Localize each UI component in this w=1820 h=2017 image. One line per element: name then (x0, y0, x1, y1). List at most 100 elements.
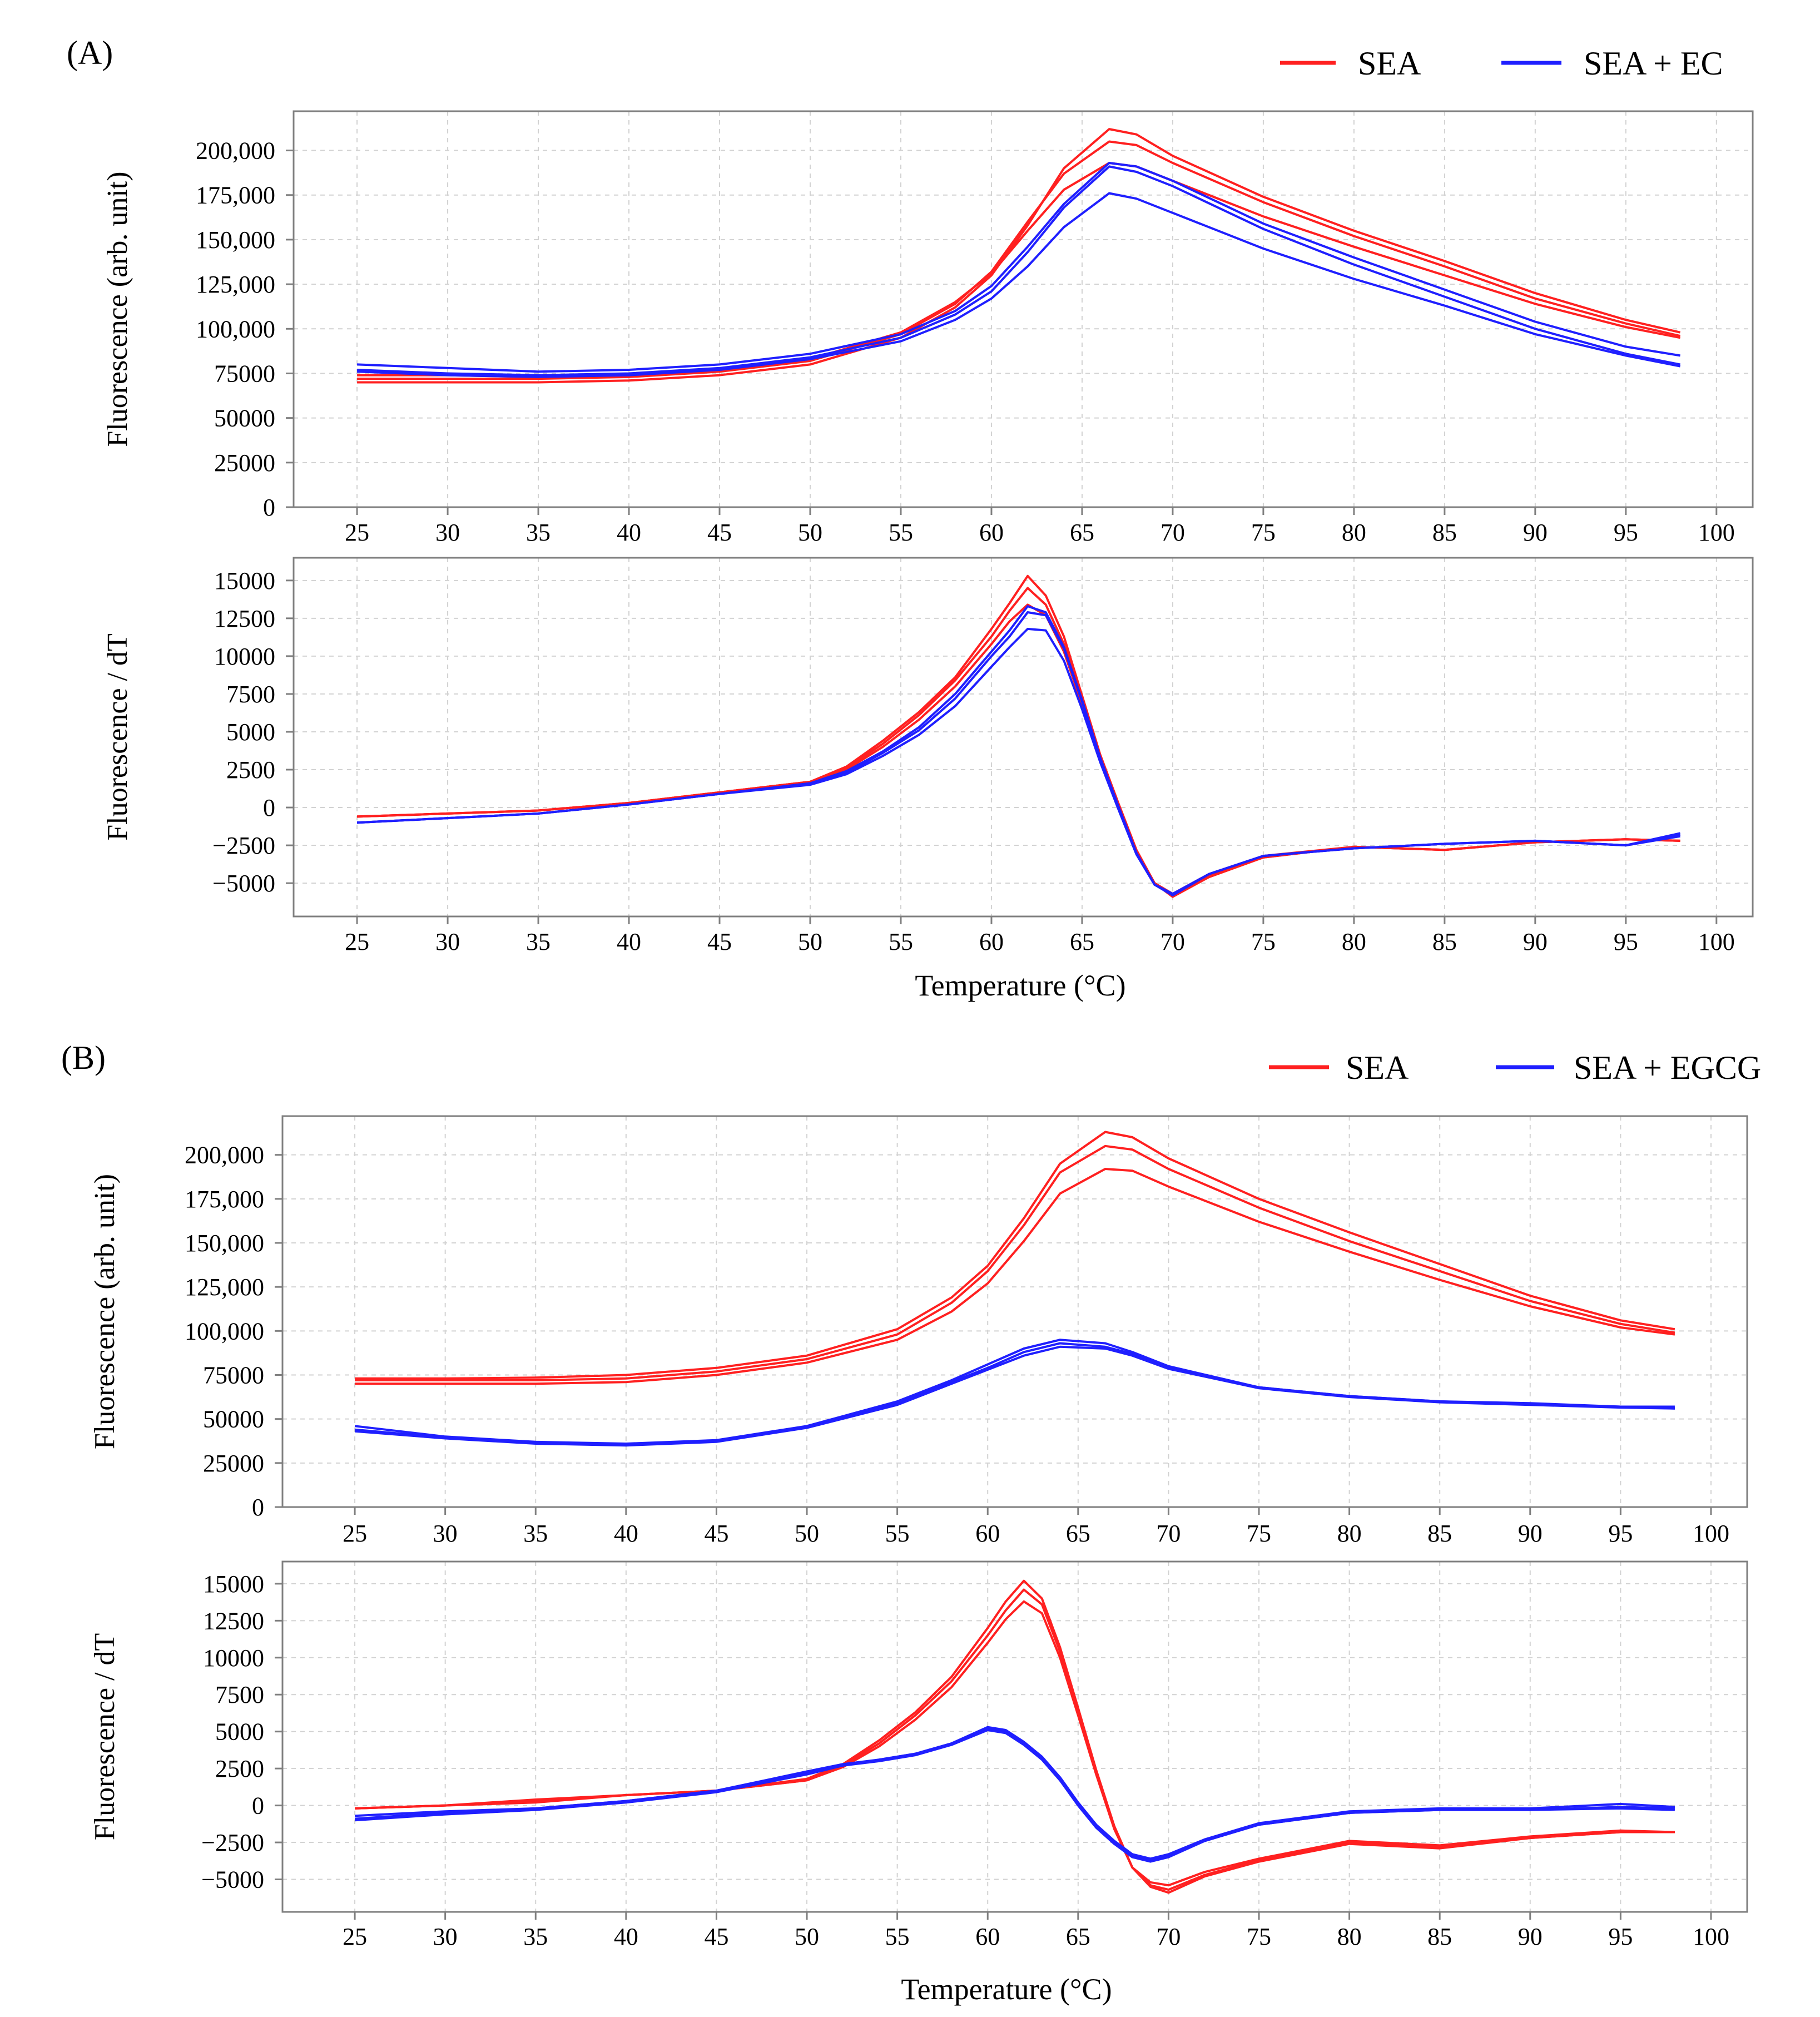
panel-b-label: (B) (61, 1039, 106, 1076)
y-tick-label: −5000 (212, 870, 275, 897)
y-tick-label: 0 (263, 494, 275, 521)
y-tick-label: 75000 (203, 1362, 264, 1389)
x-tick-label: 25 (345, 928, 369, 955)
y-tick-label: 12500 (203, 1607, 264, 1634)
y-tick-label: 0 (263, 794, 275, 821)
x-tick-label: 85 (1427, 1520, 1452, 1547)
x-tick-label: 90 (1523, 519, 1548, 546)
x-tick-label: 85 (1432, 519, 1457, 546)
y-tick-label: 125,000 (185, 1273, 264, 1301)
x-tick-label: 90 (1523, 928, 1548, 955)
x-tick-label: 65 (1070, 928, 1094, 955)
plot-frame (292, 110, 1754, 508)
x-tick-label: 80 (1337, 1520, 1362, 1547)
series-line-sea-2 (355, 1144, 1675, 1381)
x-tick-label: 80 (1342, 928, 1366, 955)
x-tick-label: 70 (1156, 1520, 1181, 1547)
y-axis-label: Fluorescence / dT (102, 633, 133, 841)
y-tick-label: 10000 (214, 643, 275, 670)
x-tick-label: 25 (345, 519, 369, 546)
series-line-sea-egcg-5 (354, 1727, 1675, 1861)
y-tick-label: 25000 (214, 449, 275, 477)
panel-b-legend: SEA SEA + EGCG (1269, 1049, 1761, 1086)
series-line-sea-egcg-6 (354, 1729, 1675, 1863)
x-tick-label: 50 (795, 1923, 819, 1950)
y-tick-label: 15000 (203, 1570, 264, 1598)
series-line-sea-3 (357, 603, 1680, 895)
y-tick-label: 175,000 (196, 182, 275, 209)
x-tick-label: 65 (1066, 1923, 1090, 1950)
panel-a-derivative-chart: 25 30 35 40 45 50 55 60 65 70 75 80 85 90 95 100 −5000 −2… (102, 557, 1754, 955)
x-tick-label: 35 (523, 1923, 548, 1950)
x-tick-label: 70 (1156, 1923, 1181, 1950)
plot-frame (281, 1115, 1748, 1508)
legend-label-sea: SEA (1358, 45, 1421, 82)
series-line-sea-ec-4 (356, 605, 1681, 896)
x-tick-label: 60 (975, 1923, 1000, 1950)
series-line-sea-ec-6 (356, 627, 1680, 895)
y-axis-label: Fluorescence (arb. unit) (102, 171, 133, 447)
x-tick-label: 90 (1518, 1923, 1543, 1950)
y-tick-label: 10000 (203, 1644, 264, 1672)
x-tick-label: 30 (435, 928, 460, 955)
x-tick-label: 35 (526, 928, 551, 955)
panel-b-melt-chart: 25 30 35 40 45 50 55 60 65 70 75 80 85 90 95 100 0 25000 5… (89, 1115, 1748, 1547)
y-tick-label: 100,000 (185, 1317, 264, 1345)
x-tick-label: 55 (889, 519, 913, 546)
y-tick-label: 150,000 (185, 1230, 264, 1257)
x-tick-label: 40 (614, 1520, 638, 1547)
y-tick-label: 0 (252, 1494, 264, 1521)
y-tick-label: 50000 (214, 405, 275, 432)
x-tick-label: 85 (1427, 1923, 1452, 1950)
y-tick-label: 7500 (226, 681, 275, 708)
x-tick-label: 75 (1251, 928, 1276, 955)
y-axis-label: Fluorescence (arb. unit) (89, 1174, 121, 1449)
x-tick-label: 55 (885, 1923, 910, 1950)
x-tick-label: 60 (975, 1520, 1000, 1547)
x-tick-label: 45 (704, 1520, 728, 1547)
x-tick-label: 90 (1518, 1520, 1543, 1547)
series-line-sea-3 (355, 1600, 1675, 1887)
y-tick-label: −5000 (201, 1866, 264, 1894)
x-tick-label: 25 (343, 1520, 367, 1547)
x-tick-label: 80 (1337, 1923, 1362, 1950)
panel-a-legend: SEA SEA + EC (1280, 45, 1723, 82)
panel-b-derivative-chart: 25 30 35 40 45 50 55 60 65 70 75 80 85 90 95 100 −5000 −2… (89, 1560, 1748, 1950)
x-tick-label: 35 (523, 1520, 548, 1547)
x-tick-label: 30 (435, 519, 460, 546)
x-tick-label: 95 (1608, 1520, 1633, 1547)
x-tick-label: 45 (707, 928, 732, 955)
panel-a-label: (A) (67, 34, 113, 71)
x-tick-label: 30 (433, 1520, 458, 1547)
y-axis-label: Fluorescence / dT (89, 1633, 121, 1841)
series-line-sea-egcg-4 (355, 1726, 1675, 1860)
x-tick-label: 100 (1698, 519, 1735, 546)
x-tick-label: 100 (1698, 928, 1735, 955)
panel-a-x-axis-label: Temperature (°C) (915, 969, 1125, 1002)
x-tick-label: 75 (1247, 1923, 1271, 1950)
legend-label-sea-ec: SEA + EC (1584, 45, 1723, 82)
x-tick-label: 100 (1693, 1923, 1729, 1950)
y-tick-label: −2500 (201, 1829, 264, 1856)
x-tick-label: 75 (1251, 519, 1276, 546)
plot-frame (281, 1560, 1748, 1913)
x-tick-label: 45 (704, 1923, 728, 1950)
y-tick-label: 200,000 (196, 137, 275, 165)
series-line-sea-1 (355, 1131, 1675, 1380)
x-tick-label: 75 (1247, 1520, 1271, 1547)
x-tick-label: 55 (889, 928, 913, 955)
series-line-sea-3 (355, 1168, 1675, 1385)
y-tick-label: 150,000 (196, 226, 275, 254)
x-tick-label: 40 (617, 519, 641, 546)
x-tick-label: 50 (798, 519, 822, 546)
series-line-sea-ec-4 (357, 162, 1680, 373)
y-tick-label: 100,000 (196, 315, 275, 343)
x-tick-label: 35 (526, 519, 551, 546)
y-tick-label: 0 (252, 1792, 264, 1820)
series-line-sea-ec-6 (357, 192, 1680, 378)
y-tick-label: 5000 (215, 1718, 264, 1746)
y-tick-label: 175,000 (185, 1186, 264, 1213)
legend-label-sea-egcg: SEA + EGCG (1574, 1049, 1761, 1086)
x-tick-label: 55 (885, 1520, 910, 1547)
x-tick-label: 95 (1614, 519, 1638, 546)
